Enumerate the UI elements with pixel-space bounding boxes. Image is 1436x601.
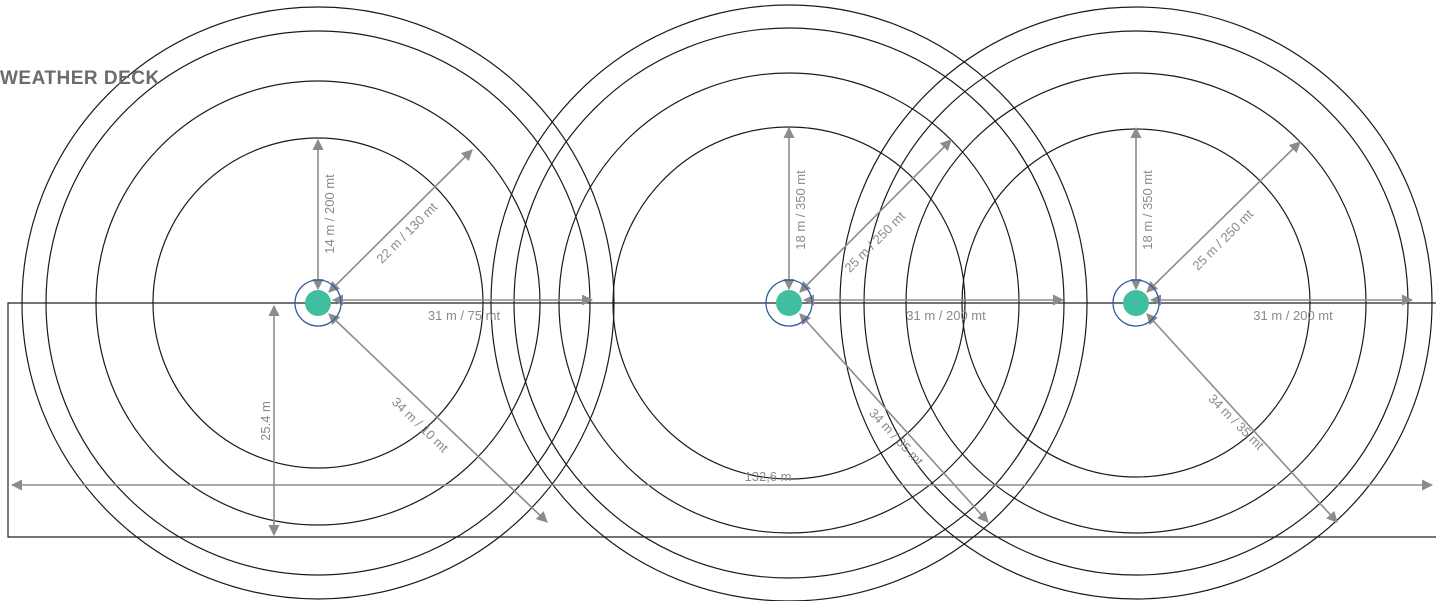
source-2-diagonal-down-label: 34 m / 35 mt <box>866 405 927 468</box>
source-3-horizontal-label: 31 m / 200 mt <box>1253 308 1333 323</box>
source-1-group: 14 m / 200 mt 22 m / 130 mt 31 m / 75 mt… <box>294 138 594 523</box>
source-1-diagonal-up-dimension <box>328 149 473 293</box>
source-3-diagonal-up-dimension <box>1146 141 1301 293</box>
source-3-diagonal-down-label: 34 m / 35 mt <box>1205 391 1267 453</box>
source-2-marker-ring <box>765 279 813 327</box>
source-2-diagonal-up-dimension <box>799 139 952 293</box>
source-1-horizontal-label: 31 m / 75 mt <box>428 308 501 323</box>
source-1-vertical-label: 14 m / 200 mt <box>322 174 337 254</box>
source-2-horizontal-label: 31 m / 200 mt <box>906 308 986 323</box>
source-1-diagonal-down-dimension <box>328 313 548 523</box>
source-3-vertical-label: 18 m / 350 mt <box>1140 170 1155 250</box>
source-2-diagonal-up-label: 25 m / 250 mt <box>841 208 908 275</box>
source-3-marker <box>1123 290 1149 316</box>
source-1-diagonal-down-label: 34 m / 10 mt <box>389 394 452 455</box>
source-1-marker <box>305 290 331 316</box>
source-3-marker-ring <box>1112 279 1160 327</box>
deck-outline <box>7 302 1436 538</box>
deck-length-label: 132,6 m <box>745 469 792 484</box>
source-2-diagonal-down-dimension <box>799 313 989 523</box>
source-1-diagonal-up-label: 22 m / 130 mt <box>373 199 440 266</box>
source-2-vertical-label: 18 m / 350 mt <box>793 170 808 250</box>
deck-width-label: 25.4 m <box>258 401 273 441</box>
source-3-group: 18 m / 350 mt 25 m / 250 mt 31 m / 200 m… <box>1112 126 1414 523</box>
source-3-diagonal-down-dimension <box>1146 313 1338 523</box>
diagram-title: WEATHER DECK <box>0 68 160 89</box>
source-1-marker-ring <box>294 279 342 327</box>
source-2-marker <box>776 290 802 316</box>
